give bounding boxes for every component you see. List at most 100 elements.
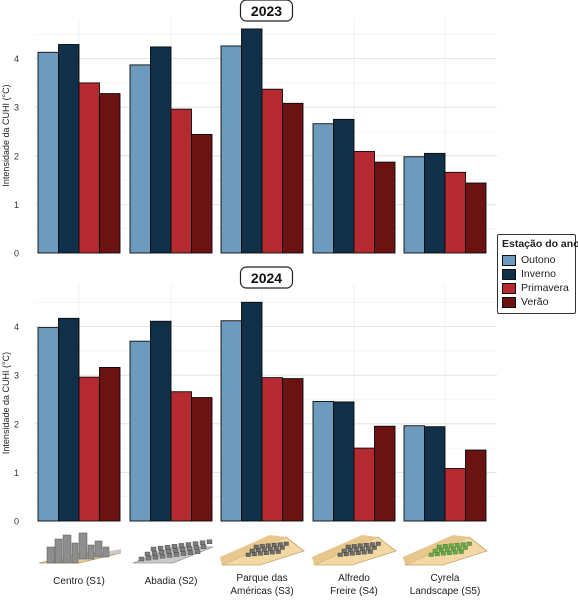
y-tick-label: 1 bbox=[14, 200, 19, 210]
y-axis-label: Intensidade da CUHI (°C) bbox=[1, 352, 11, 454]
site-icons bbox=[38, 532, 488, 566]
x-tick-label: Américas (S3) bbox=[230, 586, 293, 597]
building-shape bbox=[186, 546, 193, 551]
building-shape bbox=[444, 547, 450, 552]
building-shape bbox=[343, 552, 349, 557]
building-shape bbox=[94, 540, 103, 558]
bar-inverno-1 bbox=[58, 44, 80, 254]
building-shape bbox=[166, 553, 173, 558]
building-shape bbox=[206, 539, 213, 545]
building-shape bbox=[458, 549, 464, 554]
building-shape bbox=[275, 549, 281, 554]
bar-inverno-5 bbox=[424, 152, 446, 254]
building-shape bbox=[187, 550, 194, 555]
building-shape bbox=[269, 550, 275, 555]
building-shape bbox=[363, 542, 369, 547]
bar-outono-1 bbox=[37, 51, 59, 254]
legend-item-verao: Verão bbox=[502, 295, 571, 309]
building-shape bbox=[78, 532, 88, 560]
bar-primavera-2 bbox=[170, 108, 192, 254]
sloped-lot-buildings-icon bbox=[220, 535, 305, 566]
bar-primavera-4 bbox=[353, 150, 375, 254]
bar-inverno-4 bbox=[333, 118, 355, 254]
building-shape bbox=[454, 542, 460, 547]
building-shape bbox=[164, 544, 171, 550]
bar-inverno-3 bbox=[241, 301, 263, 522]
building-shape bbox=[257, 551, 263, 556]
building-shape bbox=[194, 549, 201, 554]
y-tick-label: 2 bbox=[14, 419, 19, 429]
building-shape bbox=[253, 544, 259, 549]
legend-title: Estação do ano bbox=[502, 238, 578, 250]
bar-verao-1 bbox=[99, 93, 121, 254]
building-shape bbox=[144, 551, 151, 557]
legend-swatch-inverno bbox=[502, 268, 516, 280]
building-shape bbox=[172, 548, 179, 553]
building-shape bbox=[71, 542, 79, 564]
bar-primavera-2 bbox=[170, 391, 192, 522]
legend-label-inverno: Inverno bbox=[521, 268, 557, 280]
building-shape bbox=[341, 548, 347, 553]
legend-item-outono: Outono bbox=[502, 253, 571, 267]
y-tick-label: 2 bbox=[14, 151, 19, 161]
bar-inverno-2 bbox=[150, 320, 172, 522]
legend: Estação do ano Outono Inverno Primavera Ver… bbox=[497, 234, 578, 314]
building-shape bbox=[267, 546, 273, 551]
legend-label-primavera: Primavera bbox=[521, 282, 569, 294]
building-shape bbox=[251, 552, 257, 557]
building-shape bbox=[165, 549, 172, 554]
bar-outono-4 bbox=[312, 123, 334, 254]
bar-inverno-5 bbox=[424, 426, 446, 522]
building-shape bbox=[249, 548, 255, 553]
y-tick-label: 4 bbox=[14, 322, 19, 332]
legend-item-inverno: Inverno bbox=[502, 267, 571, 281]
building-shape bbox=[180, 551, 187, 556]
building-shape bbox=[193, 545, 200, 550]
building-shape bbox=[152, 555, 159, 560]
building-shape bbox=[436, 544, 442, 549]
building-shape bbox=[361, 550, 367, 555]
building-shape bbox=[151, 550, 158, 556]
building-shape bbox=[199, 540, 206, 545]
building-shape bbox=[357, 543, 363, 548]
building-shape bbox=[442, 544, 448, 549]
bar-verao-3 bbox=[282, 102, 304, 254]
building-shape bbox=[367, 549, 373, 554]
building-shape bbox=[245, 552, 251, 557]
panel-2024: 0 1 2 3 4 Intensidade da CUHI (°C) 2024 bbox=[1, 266, 497, 527]
building-shape bbox=[349, 551, 355, 556]
building-shape bbox=[452, 550, 458, 555]
bar-primavera-1 bbox=[78, 82, 100, 254]
legend-label-verao: Verão bbox=[521, 296, 549, 308]
building-shape bbox=[263, 551, 269, 555]
bar-primavera-3 bbox=[261, 88, 283, 254]
panel-title-box bbox=[239, 0, 294, 22]
bar-verao-2 bbox=[191, 133, 213, 254]
bar-outono-1 bbox=[37, 327, 59, 522]
sloped-lot-buildings-icon bbox=[312, 535, 397, 566]
building-shape bbox=[138, 556, 145, 562]
building-shape bbox=[440, 551, 446, 556]
building-shape bbox=[158, 550, 165, 555]
x-tick-label: Alfredo bbox=[338, 573, 370, 584]
legend-swatch-verao bbox=[502, 296, 516, 308]
building-shape bbox=[337, 552, 343, 557]
building-shape bbox=[159, 554, 166, 559]
building-shape bbox=[277, 542, 283, 547]
legend-swatch-outono bbox=[502, 254, 516, 266]
building-shape bbox=[179, 547, 186, 552]
building-shape bbox=[351, 544, 357, 549]
building-shape bbox=[355, 551, 361, 555]
building-shape bbox=[375, 541, 381, 546]
bar-verao-5 bbox=[465, 449, 487, 522]
bar-verao-5 bbox=[465, 182, 487, 254]
bar-inverno-3 bbox=[241, 28, 263, 254]
x-tick-label: Freire (S4) bbox=[330, 586, 378, 597]
building-shape bbox=[279, 545, 285, 550]
bar-outono-4 bbox=[312, 400, 334, 522]
y-tick-label: 3 bbox=[14, 103, 19, 113]
x-tick-label: Cyrela bbox=[431, 573, 460, 584]
bar-outono-5 bbox=[403, 156, 425, 254]
building-shape bbox=[345, 544, 351, 549]
